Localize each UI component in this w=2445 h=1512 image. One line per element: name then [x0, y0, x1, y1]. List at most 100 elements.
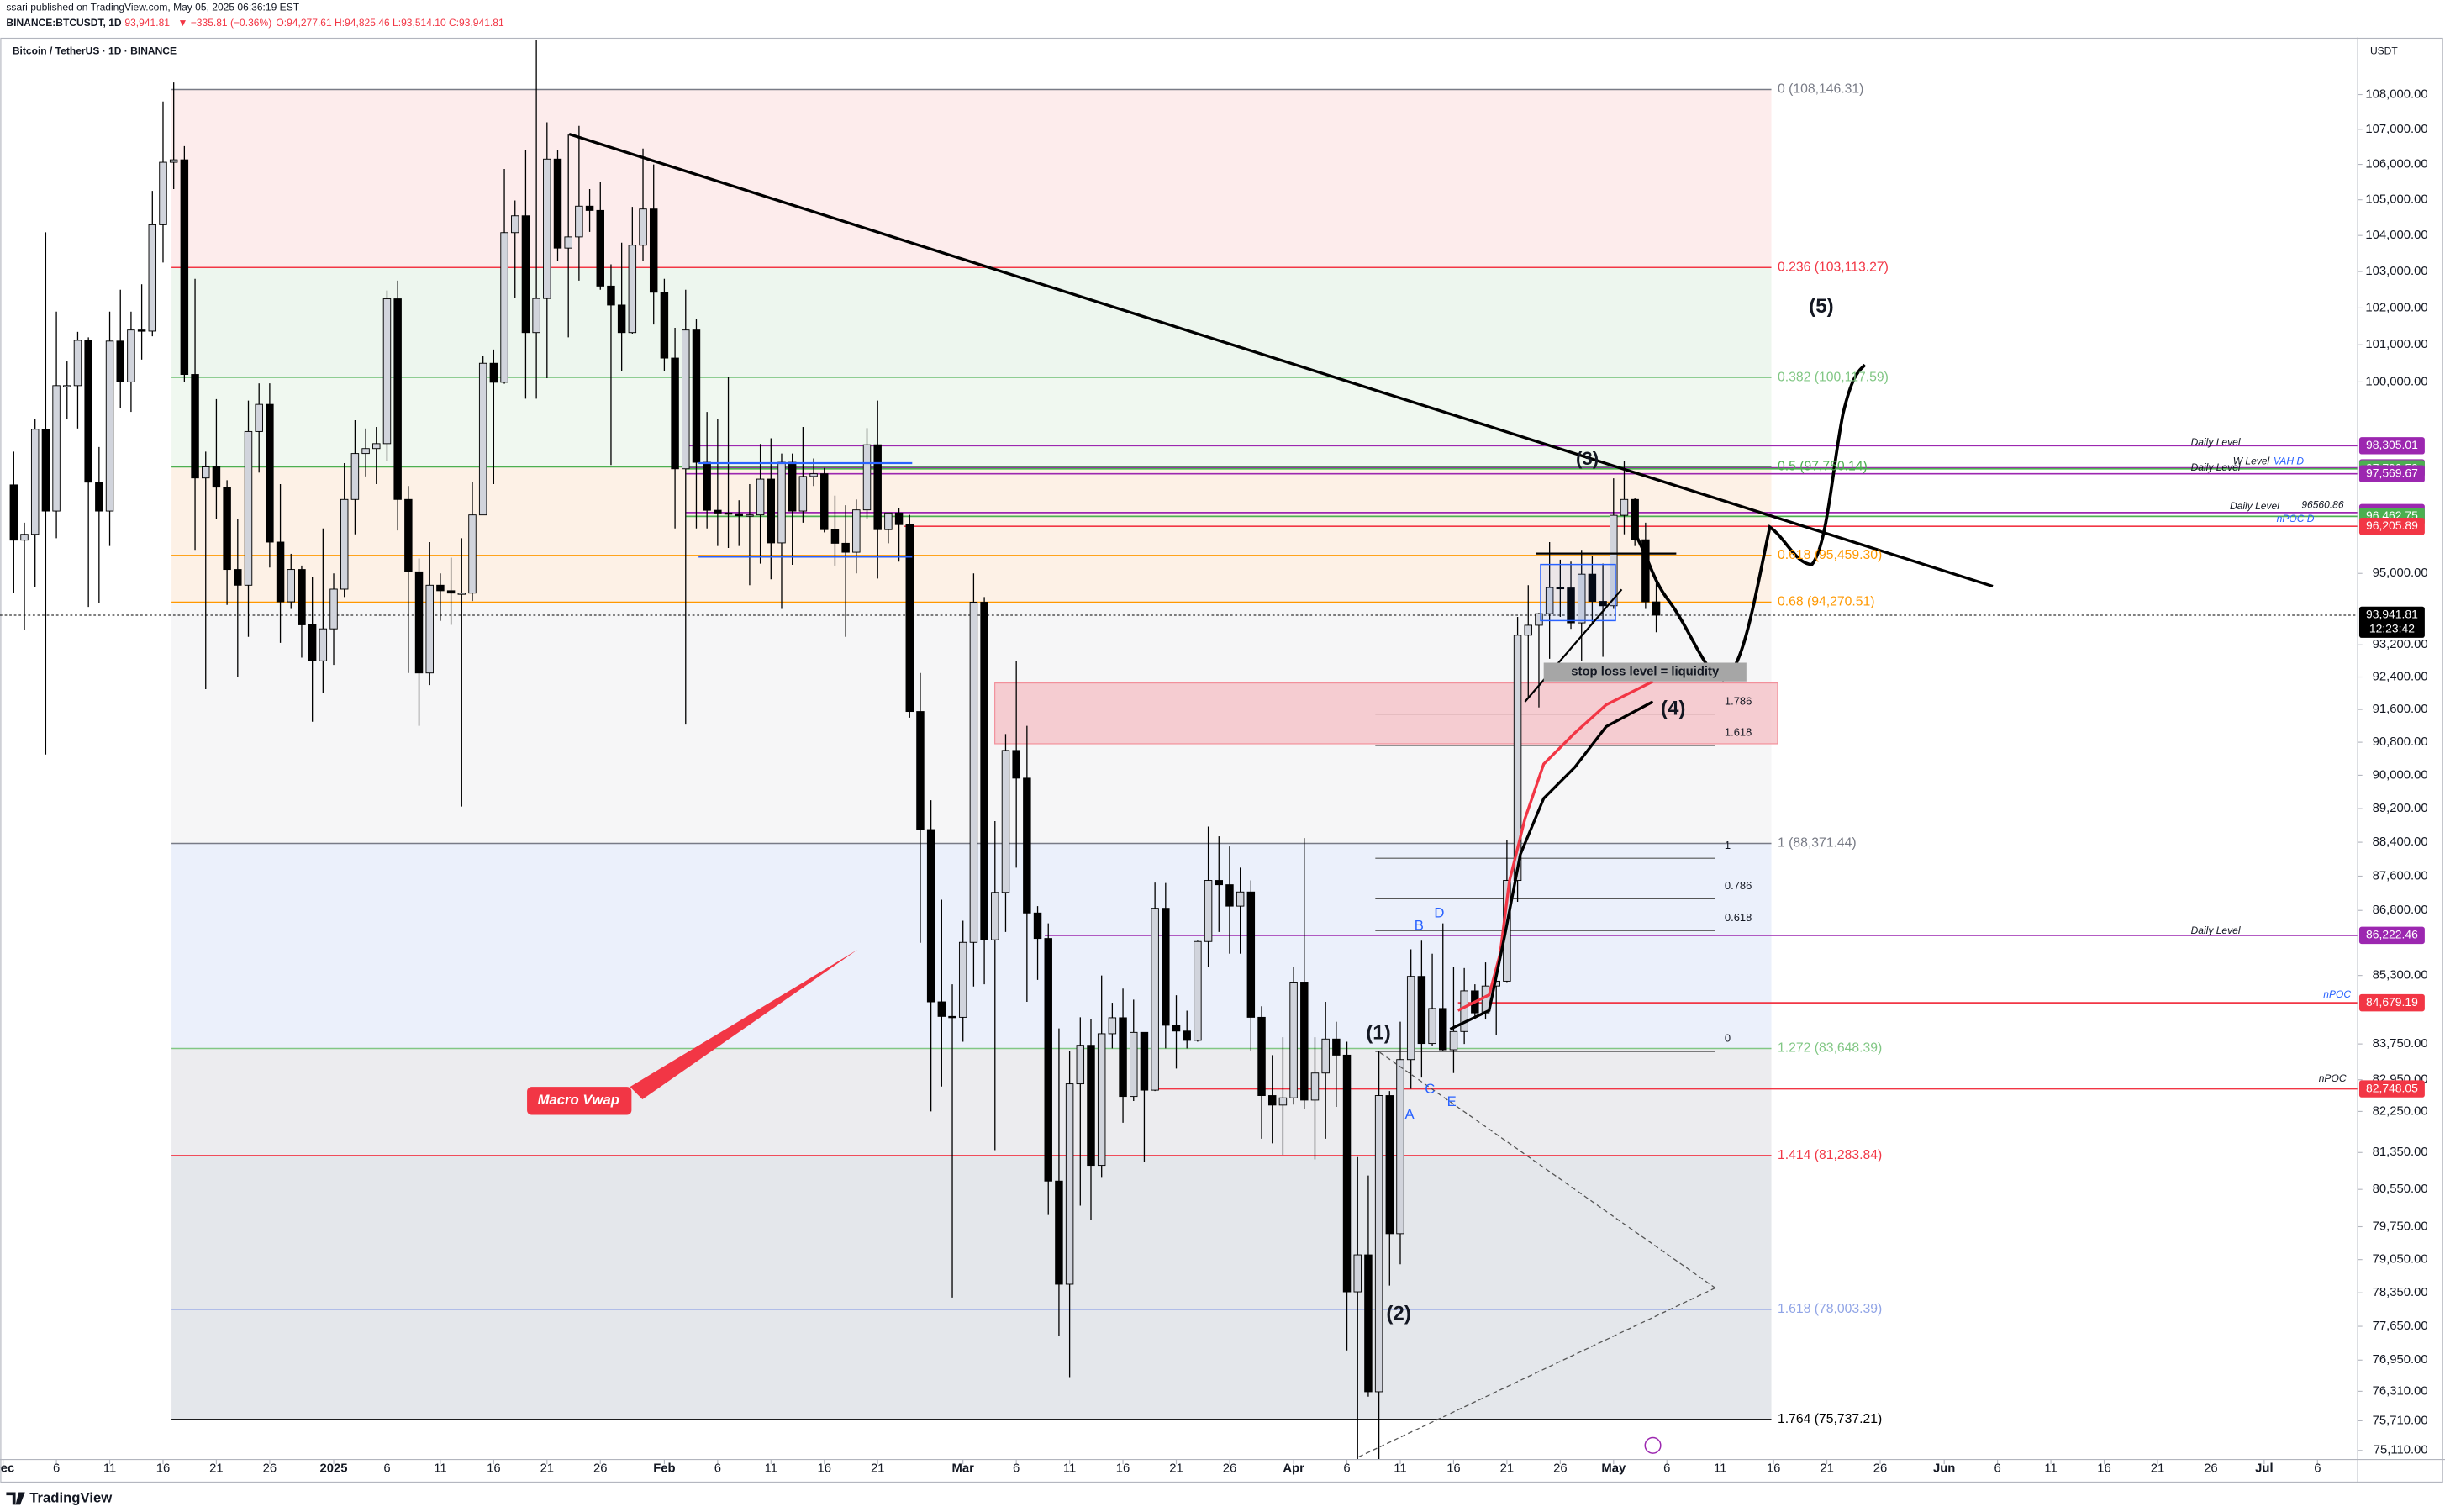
candle-body [1267, 1095, 1277, 1106]
candle-body [159, 161, 167, 225]
candle-body [1321, 1038, 1330, 1074]
fib-small-label: 1 [1725, 839, 1731, 851]
y-tick-label: 75,110.00 [2374, 1444, 2428, 1457]
candle-body [468, 514, 477, 594]
x-tick-label: Feb [653, 1462, 675, 1476]
candle-body [1194, 940, 1202, 1041]
last: 93,941.81 [124, 17, 170, 29]
candle-body [1012, 750, 1020, 779]
price-box-label: 86,222.46 [2366, 928, 2418, 941]
x-tick-label: 6 [1343, 1462, 1350, 1476]
candle-body [1428, 1008, 1436, 1045]
candle-body [20, 534, 29, 541]
vwap-badge [527, 1087, 632, 1115]
candle-body [137, 329, 146, 332]
y-tick-label: 88,400.00 [2373, 835, 2428, 849]
candle-body [1076, 1045, 1085, 1085]
fib-label: 1 (88,371.44) [1778, 836, 1857, 851]
triangle-line [1356, 1287, 1716, 1459]
x-tick-label: Jun [1933, 1462, 1955, 1476]
annotation: (3) [1576, 448, 1599, 469]
x-tick-label: 6 [714, 1462, 721, 1476]
trendline [568, 132, 1994, 588]
y-tick-label: 106,000.00 [2365, 157, 2427, 171]
candle-body [169, 159, 178, 163]
candle-body [1023, 777, 1031, 914]
y-tick-label: 79,750.00 [2373, 1220, 2428, 1233]
ohlc: O:94,277.61 H:94,825.46 L:93,514.10 C:93… [276, 17, 504, 29]
change: ▼ −335.81 (−0.36%) [177, 17, 271, 29]
x-tick-label: Jul [2255, 1462, 2273, 1476]
x-tick-label: 21 [871, 1462, 885, 1476]
fib-zone [171, 377, 1772, 467]
symbol: BINANCE:BTCUSDT, 1D [6, 17, 122, 29]
price-box [2358, 1080, 2425, 1098]
candle-body [820, 473, 829, 530]
annotation: Macro Vwap [538, 1092, 619, 1108]
fib-label: 0.68 (94,270.51) [1778, 595, 1875, 609]
candle-body [1449, 1030, 1458, 1051]
candle-body [1406, 976, 1415, 1061]
chart-title: Bitcoin / TetherUS · 1D · BINANCE [13, 45, 177, 56]
candle-body [553, 158, 562, 249]
candle-body [1278, 1097, 1288, 1106]
level-note: nPOC D [2277, 513, 2315, 524]
y-tick-label: 83,750.00 [2373, 1037, 2428, 1051]
x-tick-label: May [1601, 1462, 1626, 1476]
price-box [2358, 926, 2425, 945]
x-tick-label: 6 [1994, 1462, 2000, 1476]
annotation: E [1447, 1093, 1457, 1109]
x-tick-label: 16 [817, 1462, 831, 1476]
projection-path [1636, 363, 1867, 682]
candle-body [382, 298, 392, 445]
candle-body [852, 509, 861, 553]
fib-label: 0.618 (95,459.30) [1778, 548, 1882, 562]
candle-body [724, 512, 733, 515]
vwap-pointer [630, 949, 858, 1099]
candle-body [223, 487, 231, 571]
candle-body [1556, 587, 1565, 590]
fib-small-label: 0.618 [1725, 911, 1752, 924]
y-tick-label: 77,650.00 [2373, 1320, 2428, 1333]
candle-body [969, 602, 978, 943]
candle-body [1236, 891, 1245, 907]
x-tick-label: 6 [1663, 1462, 1670, 1476]
annotation: (5) [1809, 295, 1833, 318]
candle-body [1460, 990, 1468, 1032]
candle-body [1204, 880, 1213, 942]
frame [0, 37, 2443, 1483]
candle-body [393, 298, 402, 500]
price-box-label: 98,305.01 [2366, 438, 2418, 451]
candle-body [1567, 587, 1575, 624]
candle-body [639, 208, 647, 246]
candle-body [543, 158, 551, 299]
level-note: VAH D [2274, 455, 2304, 466]
candle-body [105, 340, 114, 512]
last-price-box [2358, 606, 2425, 638]
candle-body [1215, 880, 1224, 886]
candle-body [682, 329, 690, 470]
candle-body [671, 357, 679, 470]
fib-zone [171, 267, 1772, 378]
candle-body [1631, 498, 1639, 540]
candle-body [234, 569, 242, 586]
candle-body [255, 403, 263, 432]
y-tick-label: 85,300.00 [2373, 969, 2428, 983]
annotation: (2) [1386, 1302, 1410, 1325]
candle-body [1130, 1031, 1138, 1098]
candle-body [1140, 1031, 1149, 1091]
candle-body [116, 340, 124, 382]
candle-body [809, 473, 818, 477]
stop-loss-bar [1543, 662, 1747, 682]
candle-body [564, 236, 572, 249]
fib-label: 0.236 (103,113.27) [1778, 260, 1889, 274]
candle-body [1300, 982, 1309, 1101]
candle-body [287, 569, 295, 603]
candle-body [500, 232, 508, 383]
candle-body [937, 1001, 946, 1017]
fib-label: 1.618 (78,003.39) [1778, 1302, 1882, 1316]
x-tick-label: 26 [1553, 1462, 1568, 1476]
candle-body [127, 329, 135, 382]
candle-body [52, 385, 61, 512]
